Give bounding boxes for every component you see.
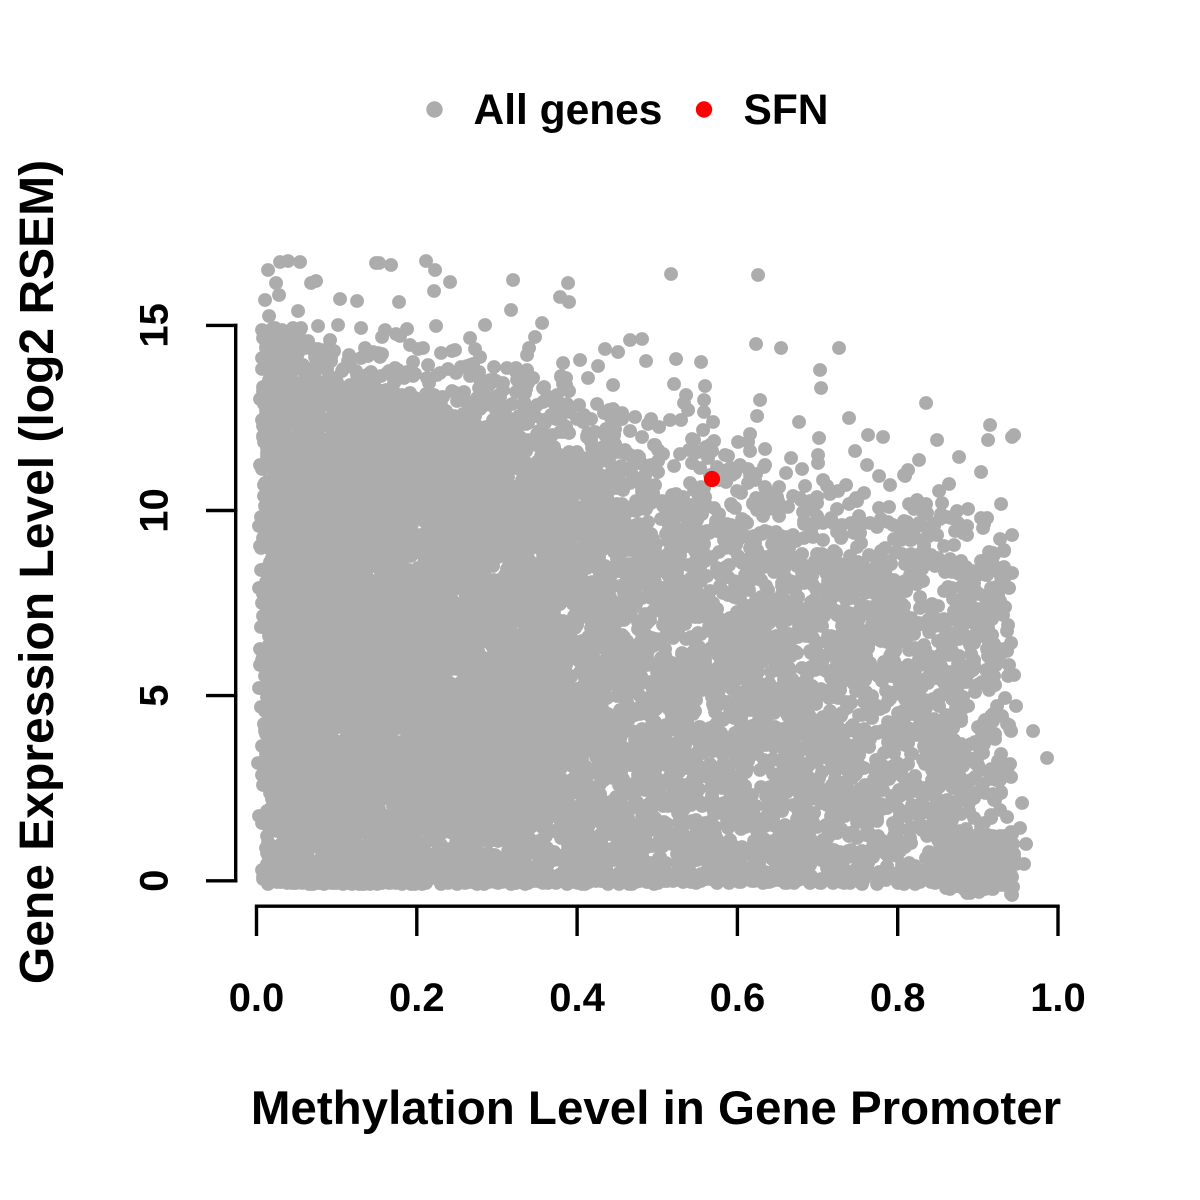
svg-text:Gene Expression Level (log2 RS: Gene Expression Level (log2 RSEM) — [11, 160, 64, 984]
svg-text:0.0: 0.0 — [229, 976, 285, 1020]
svg-text:0.6: 0.6 — [710, 976, 766, 1020]
svg-text:0.2: 0.2 — [389, 976, 445, 1020]
svg-text:All genes: All genes — [474, 87, 663, 134]
svg-text:Methylation Level in Gene Prom: Methylation Level in Gene Promoter — [251, 1082, 1061, 1135]
svg-text:1.0: 1.0 — [1030, 976, 1086, 1020]
svg-text:0.4: 0.4 — [549, 976, 605, 1020]
svg-text:10: 10 — [133, 488, 177, 533]
svg-text:0.8: 0.8 — [870, 976, 926, 1020]
svg-text:0: 0 — [133, 870, 177, 892]
svg-text:15: 15 — [133, 303, 177, 348]
svg-text:5: 5 — [133, 684, 177, 706]
svg-text:SFN: SFN — [744, 87, 829, 134]
